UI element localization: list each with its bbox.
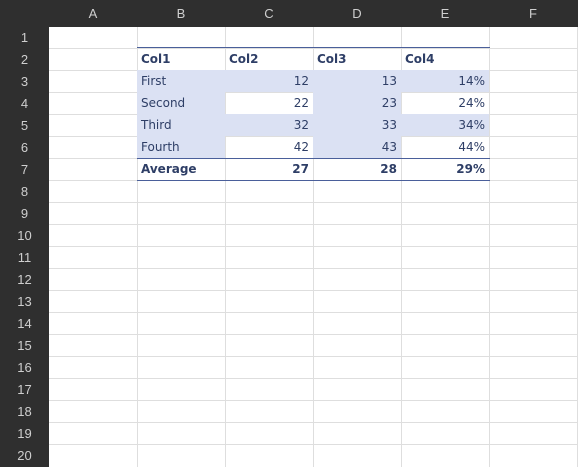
gridline (49, 422, 578, 423)
gridline (49, 202, 578, 203)
column-header-f[interactable]: F (529, 6, 537, 21)
gridline (49, 400, 578, 401)
gridline (489, 27, 490, 467)
table-cell-value[interactable]: 24% (458, 96, 485, 110)
table-cell-value[interactable]: 13 (313, 70, 401, 92)
table-top-border (137, 47, 490, 48)
row-header-11[interactable]: 11 (17, 250, 32, 265)
row-header-7[interactable]: 7 (20, 162, 29, 177)
row-header-15[interactable]: 15 (17, 338, 32, 353)
row-header-16[interactable]: 16 (17, 360, 32, 375)
row-header-17[interactable]: 17 (17, 382, 32, 397)
row-header-18[interactable]: 18 (17, 404, 32, 419)
row-header-12[interactable]: 12 (17, 272, 32, 287)
gridline (49, 224, 578, 225)
gridline (49, 312, 578, 313)
column-header-c[interactable]: C (264, 6, 274, 21)
row-header-bar: 1 2 3 4 5 6 7 8 9 10 11 12 13 14 15 16 1… (0, 27, 49, 467)
table-cell-value[interactable]: 12 (225, 70, 313, 92)
select-all-corner[interactable] (0, 0, 49, 27)
table-cell-value[interactable]: 33 (313, 114, 401, 136)
table-cell-value[interactable]: 44% (458, 140, 485, 154)
table-average-value[interactable]: 29% (456, 162, 485, 176)
row-header-5[interactable]: 5 (20, 118, 29, 133)
gridline (49, 268, 578, 269)
gridline (49, 356, 578, 357)
table-header-col3[interactable]: Col3 (317, 52, 347, 66)
gridline (313, 27, 314, 467)
row-header-6[interactable]: 6 (20, 140, 29, 155)
table-average-value[interactable]: 27 (292, 162, 309, 176)
row-header-1[interactable]: 1 (20, 30, 29, 45)
row-header-8[interactable]: 8 (20, 184, 29, 199)
table-cell-value[interactable]: 43 (313, 136, 401, 158)
table-cell-value[interactable]: 34% (401, 114, 489, 136)
column-header-e[interactable]: E (440, 6, 450, 21)
table-total-border (137, 158, 490, 159)
gridline (49, 444, 578, 445)
row-header-20[interactable]: 20 (17, 448, 32, 463)
gridline (137, 27, 138, 467)
gridline (49, 246, 578, 247)
row-header-13[interactable]: 13 (17, 294, 32, 309)
row-header-9[interactable]: 9 (20, 206, 29, 221)
table-cell-label[interactable]: First (137, 70, 225, 92)
table-cell-label[interactable]: Third (137, 114, 225, 136)
row-header-10[interactable]: 10 (17, 228, 32, 243)
table-header-col4[interactable]: Col4 (405, 52, 435, 66)
column-header-a[interactable]: A (88, 6, 98, 21)
column-header-bar: A B C D E F (0, 0, 578, 27)
row-header-3[interactable]: 3 (20, 74, 29, 89)
gridline (49, 290, 578, 291)
table-cell-value[interactable]: 32 (225, 114, 313, 136)
table-cell-label[interactable]: Fourth (137, 136, 225, 158)
row-header-14[interactable]: 14 (17, 316, 32, 331)
gridline (225, 27, 226, 467)
gridline (49, 48, 578, 49)
table-header-col2[interactable]: Col2 (229, 52, 259, 66)
gridline (49, 334, 578, 335)
table-average-label[interactable]: Average (141, 162, 197, 176)
column-header-b[interactable]: B (176, 6, 186, 21)
table-average-value[interactable]: 28 (380, 162, 397, 176)
table-header-col1[interactable]: Col1 (141, 52, 171, 66)
table-bottom-border (137, 180, 490, 181)
row-header-2[interactable]: 2 (20, 52, 29, 67)
table-cell-label[interactable]: Second (137, 92, 225, 114)
gridline (401, 27, 402, 467)
table-cell-value[interactable]: 42 (293, 140, 309, 154)
table-cell-value[interactable]: 23 (313, 92, 401, 114)
gridline (49, 378, 578, 379)
row-header-19[interactable]: 19 (17, 426, 32, 441)
table-cell-value[interactable]: 14% (401, 70, 489, 92)
table-cell-value[interactable]: 22 (293, 96, 309, 110)
row-header-4[interactable]: 4 (20, 96, 29, 111)
column-header-d[interactable]: D (352, 6, 362, 21)
